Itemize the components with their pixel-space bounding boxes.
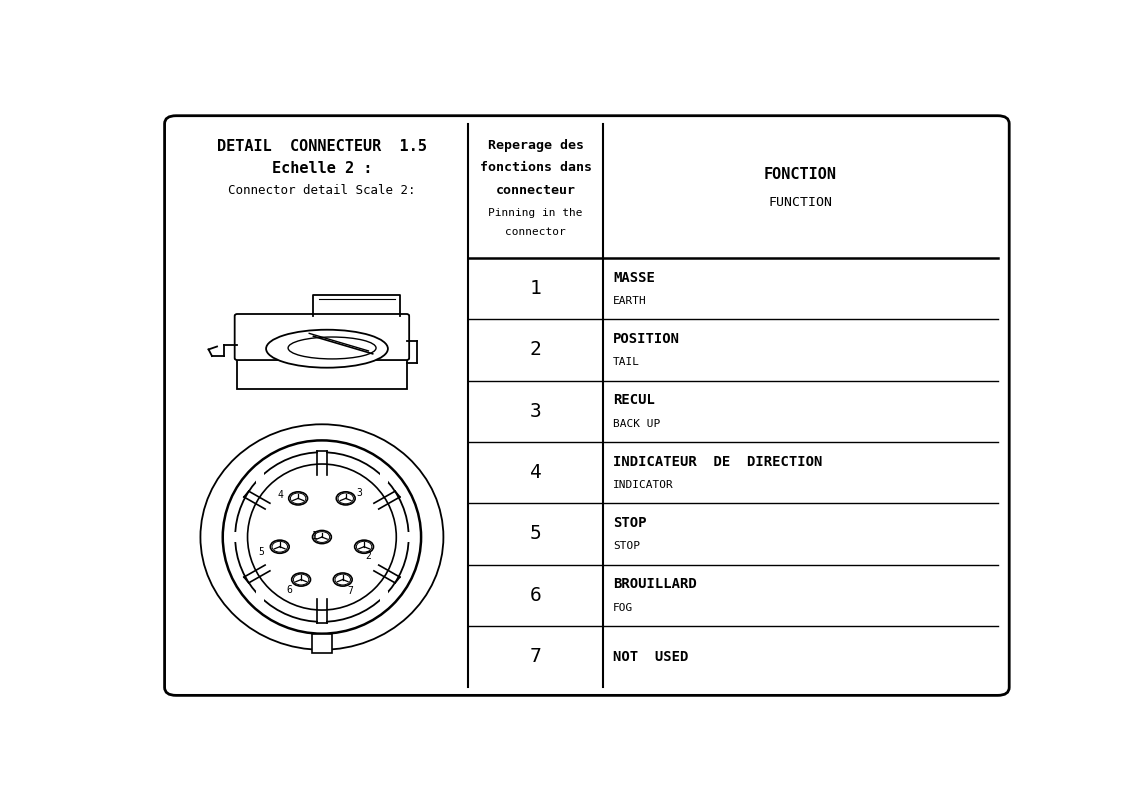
Text: connecteur: connecteur [496,184,576,197]
Text: 3: 3 [530,402,542,421]
Text: 4: 4 [530,463,542,482]
Ellipse shape [235,452,409,622]
Text: 5: 5 [258,546,263,557]
Circle shape [292,573,310,586]
Circle shape [288,492,308,505]
Text: DETAIL  CONNECTEUR  1.5: DETAIL CONNECTEUR 1.5 [217,138,426,154]
Circle shape [312,530,332,544]
Circle shape [336,492,356,505]
Text: STOP: STOP [613,542,641,551]
Bar [380,591,388,602]
Text: FUNCTION: FUNCTION [768,196,832,209]
Text: Echelle 2 :: Echelle 2 : [271,162,372,176]
Text: BROUILLARD: BROUILLARD [613,578,697,591]
Text: 1: 1 [530,279,542,298]
Text: POSITION: POSITION [613,332,681,346]
Text: Pinning in the: Pinning in the [488,208,583,218]
Ellipse shape [247,464,397,610]
Text: 2: 2 [530,341,542,359]
Text: 7: 7 [530,647,542,666]
Text: 6: 6 [530,586,542,605]
Text: INDICATEUR  DE  DIRECTION: INDICATEUR DE DIRECTION [613,454,823,469]
Bar [318,615,326,626]
Text: 7: 7 [347,586,353,596]
Text: Connector detail Scale 2:: Connector detail Scale 2: [228,184,416,197]
Text: connector: connector [505,227,565,237]
Text: RECUL: RECUL [613,394,656,407]
Bar [237,358,407,389]
Text: Reperage des: Reperage des [488,138,584,152]
Text: 5: 5 [530,525,542,543]
Text: MASSE: MASSE [613,270,656,285]
Ellipse shape [222,441,421,634]
FancyBboxPatch shape [164,116,1009,695]
Circle shape [355,540,374,554]
Bar [256,473,264,483]
Text: INDICATOR: INDICATOR [613,480,674,490]
Text: 1: 1 [311,531,318,541]
Text: STOP: STOP [613,516,646,530]
Bar [230,532,238,542]
Text: 6: 6 [286,585,292,594]
Ellipse shape [266,330,388,368]
Text: BACK UP: BACK UP [613,418,660,429]
Text: 3: 3 [356,488,361,498]
Text: TAIL: TAIL [613,357,641,367]
Ellipse shape [201,424,443,650]
Text: FONCTION: FONCTION [764,167,837,182]
Text: NOT  USED: NOT USED [613,650,689,664]
Ellipse shape [288,337,376,359]
Bar [380,473,388,483]
Circle shape [270,540,290,554]
FancyBboxPatch shape [235,314,409,360]
Text: fonctions dans: fonctions dans [480,161,592,174]
Text: EARTH: EARTH [613,296,646,306]
Text: 4: 4 [278,490,284,500]
Circle shape [333,573,352,586]
Text: FOG: FOG [613,602,634,613]
Bar [405,532,413,542]
Bar [318,448,326,458]
Bar [256,591,264,602]
Bar [312,634,332,653]
Text: 2: 2 [366,551,372,561]
